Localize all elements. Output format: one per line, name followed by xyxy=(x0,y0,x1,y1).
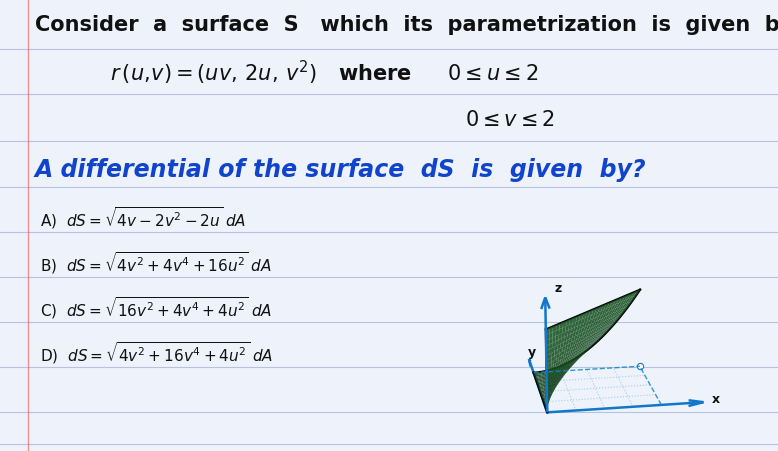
Text: Consider  a  surface  S   which  its  parametrization  is  given  by: Consider a surface S which its parametri… xyxy=(35,15,778,35)
Text: $r\,(u,\!v) = (uv,\,2u,\,v^2)$   where     $0 \leq u \leq 2$: $r\,(u,\!v) = (uv,\,2u,\,v^2)$ where $0 … xyxy=(110,59,538,87)
Text: D)  $dS = \sqrt{4v^2 + 16v^4 + 4u^2}\; dA$: D) $dS = \sqrt{4v^2 + 16v^4 + 4u^2}\; dA… xyxy=(40,339,273,365)
Text: A)  $dS = \sqrt{4v - 2v^2 - 2u}\; dA$: A) $dS = \sqrt{4v - 2v^2 - 2u}\; dA$ xyxy=(40,205,247,230)
Text: $0 \leq v \leq 2$: $0 \leq v \leq 2$ xyxy=(465,110,555,130)
Text: A differential of the surface  dS  is  given  by?: A differential of the surface dS is give… xyxy=(35,158,647,182)
Text: C)  $dS = \sqrt{16v^2 + 4v^4 + 4u^2}\; dA$: C) $dS = \sqrt{16v^2 + 4v^4 + 4u^2}\; dA… xyxy=(40,295,272,320)
Text: B)  $dS = \sqrt{4v^2 + 4v^4 + 16u^2}\; dA$: B) $dS = \sqrt{4v^2 + 4v^4 + 16u^2}\; dA… xyxy=(40,249,272,276)
